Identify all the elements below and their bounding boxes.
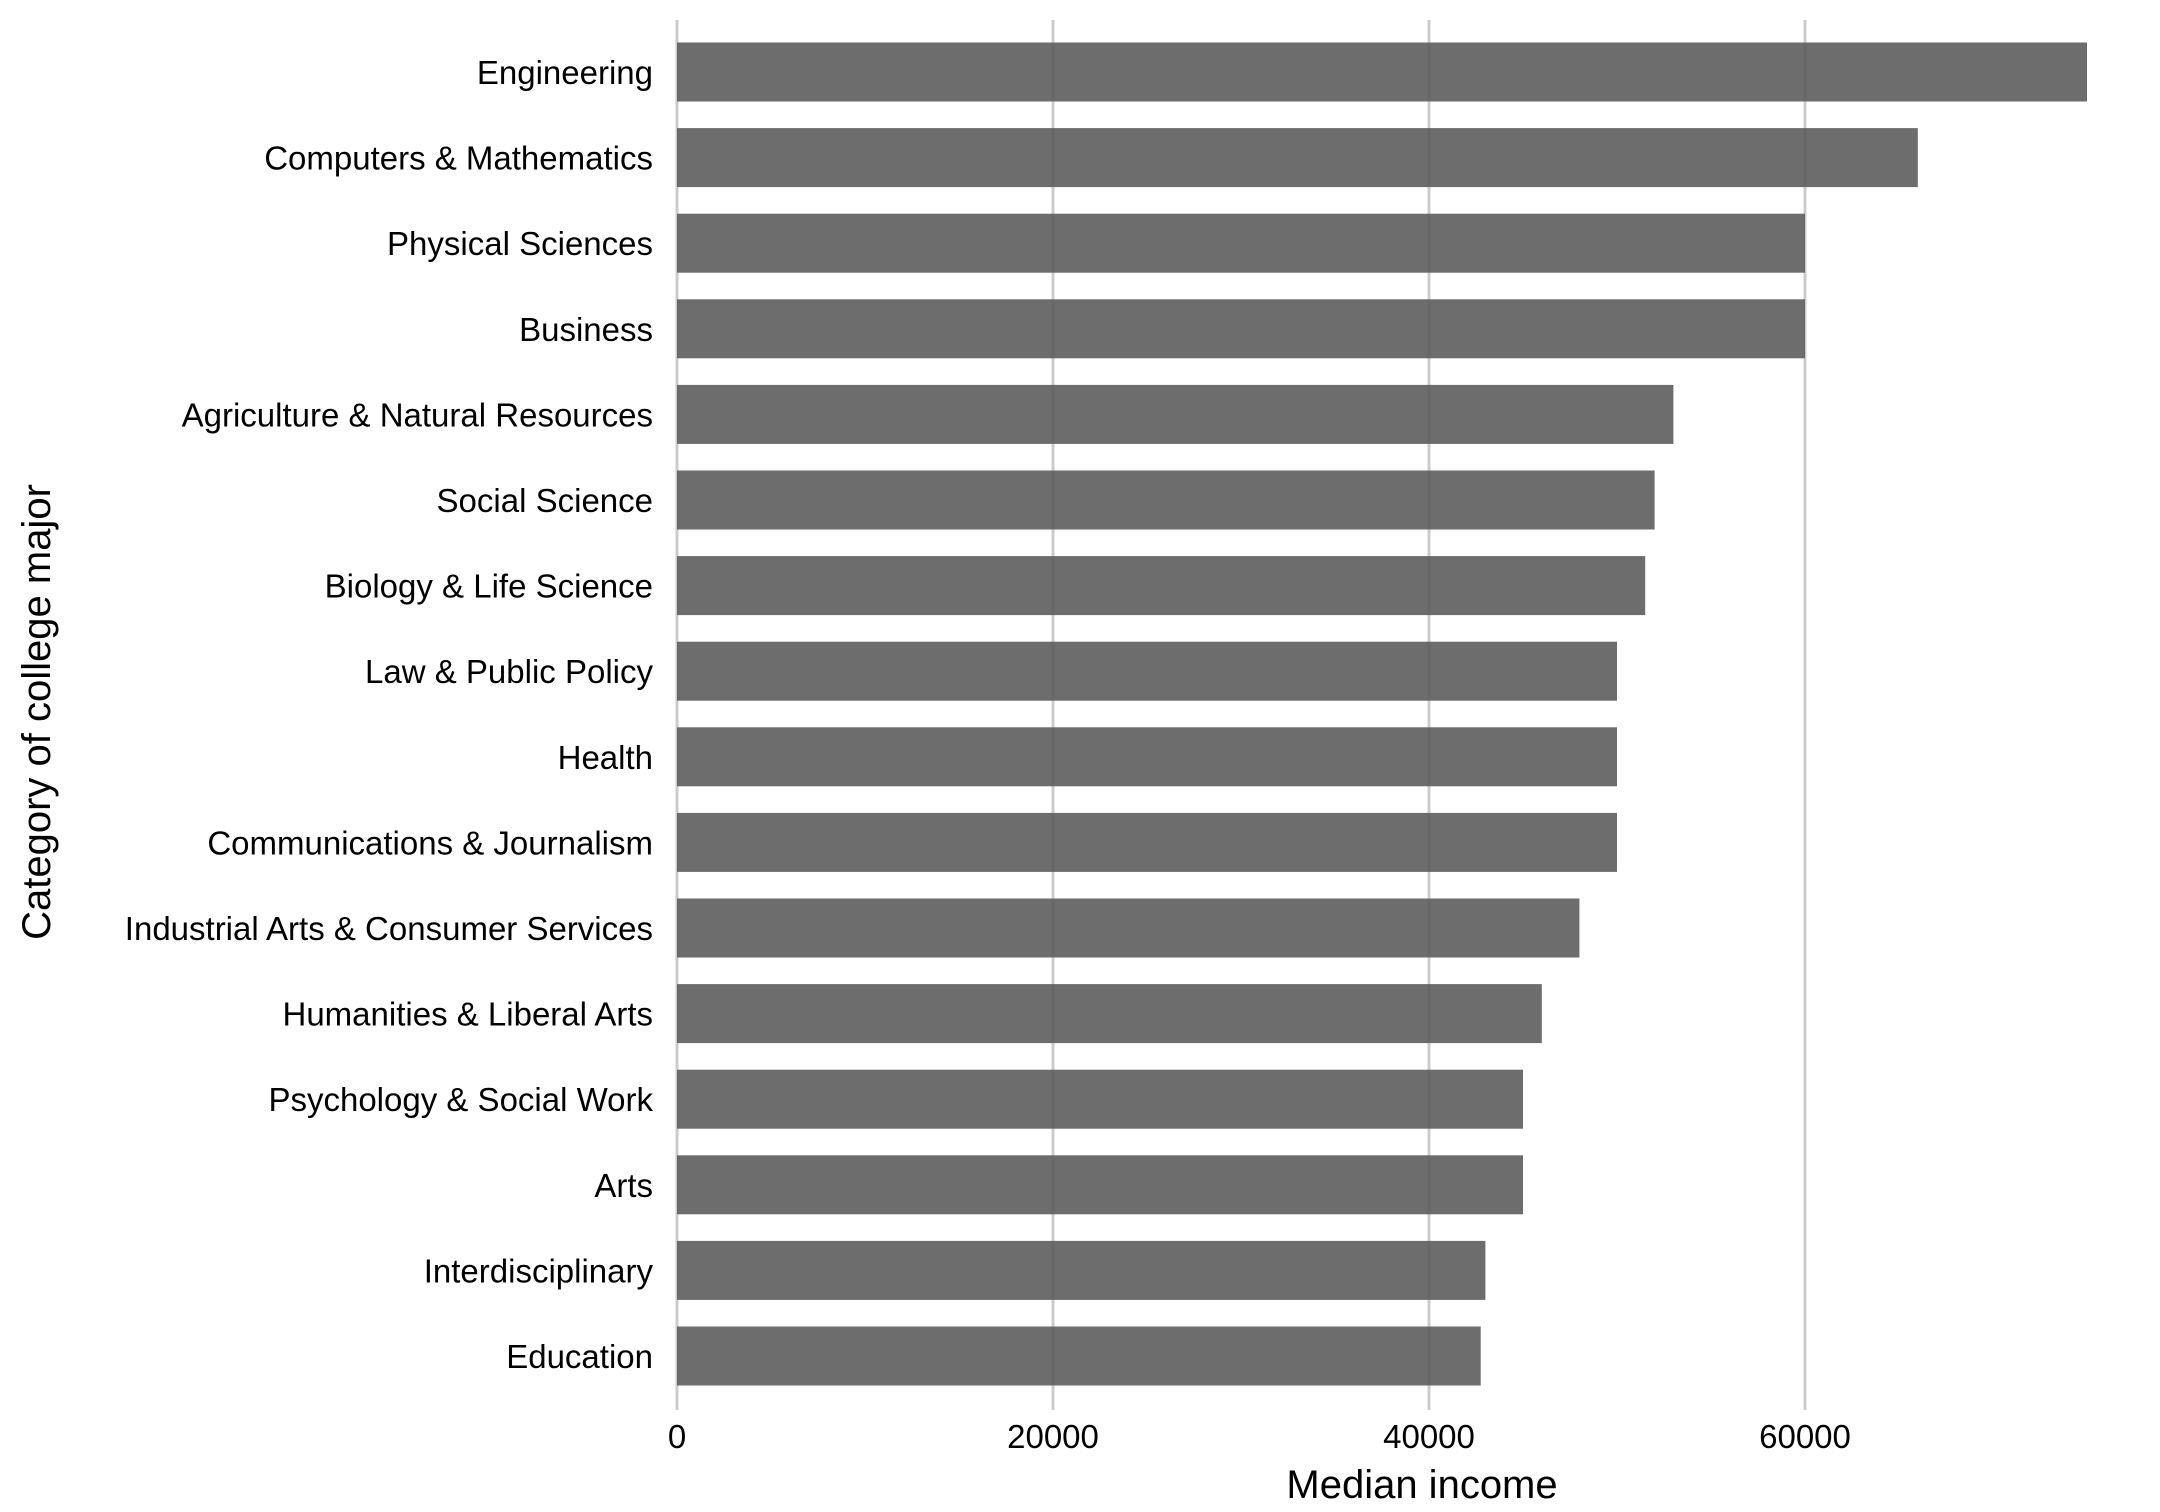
y-tick-label: Communications & Journalism [207, 824, 653, 861]
y-tick-labels: Engineering Computers & Mathematics Physic… [125, 54, 654, 1375]
bar [677, 898, 1580, 958]
bar [677, 1240, 1486, 1300]
y-tick-label: Interdisciplinary [424, 1252, 654, 1289]
y-tick-label: Education [506, 1338, 653, 1375]
y-tick-label: Agriculture & Natural Resources [182, 396, 653, 433]
x-tick-label: 60000 [1759, 1418, 1851, 1455]
y-tick-label: Humanities & Liberal Arts [283, 996, 654, 1033]
y-axis-title: Category of college major [15, 484, 59, 940]
y-tick-label: Business [519, 311, 653, 348]
y-tick-label: Social Science [437, 482, 653, 519]
x-tick-label: 0 [668, 1418, 686, 1455]
bar [677, 128, 1918, 188]
y-tick-label: Law & Public Policy [365, 653, 653, 690]
bar [677, 1155, 1523, 1215]
bar [677, 984, 1542, 1044]
y-tick-label: Biology & Life Science [325, 568, 653, 605]
x-tick-label: 20000 [1007, 1418, 1099, 1455]
bars [677, 42, 2087, 1386]
y-tick-label: Psychology & Social Work [268, 1081, 653, 1118]
bar [677, 727, 1617, 787]
y-tick-label: Engineering [477, 54, 653, 91]
bar [677, 213, 1805, 273]
bar [677, 299, 1805, 359]
bar [677, 556, 1646, 616]
bar [677, 812, 1617, 872]
x-tick-label: 40000 [1383, 1418, 1475, 1455]
y-tick-label: Computers & Mathematics [264, 140, 653, 177]
y-tick-label: Arts [594, 1167, 653, 1204]
x-axis-title: Median income [1286, 1463, 1557, 1507]
bar [677, 470, 1655, 530]
y-tick-label: Physical Sciences [387, 225, 653, 262]
bar [677, 384, 1674, 444]
bar [677, 1326, 1481, 1386]
bar [677, 42, 2087, 102]
bar [677, 1069, 1523, 1129]
y-tick-label: Industrial Arts & Consumer Services [125, 910, 653, 947]
x-tick-labels: 0 20000 40000 60000 [668, 1418, 1851, 1455]
bar [677, 641, 1617, 701]
y-tick-label: Health [558, 739, 653, 776]
